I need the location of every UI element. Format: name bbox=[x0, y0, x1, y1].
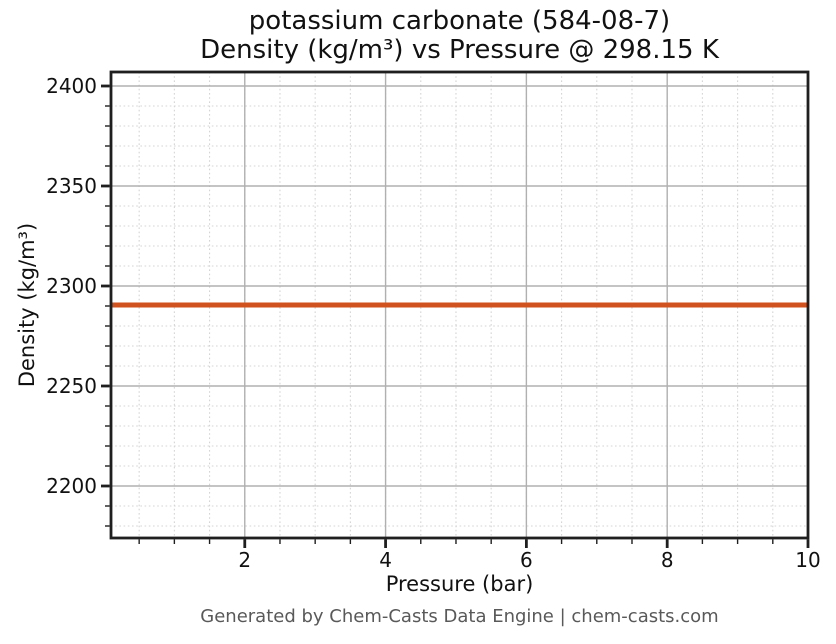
chart-title-line2: Density (kg/m³) vs Pressure @ 298.15 K bbox=[200, 35, 719, 65]
svg-text:2200: 2200 bbox=[46, 474, 97, 498]
svg-text:2: 2 bbox=[238, 548, 251, 572]
svg-text:2400: 2400 bbox=[46, 74, 97, 98]
plot-border bbox=[109, 70, 810, 540]
chart-footer: Generated by Chem-Casts Data Engine | ch… bbox=[200, 606, 719, 627]
y-tick-labels: 2200 2250 2300 2350 2400 bbox=[46, 74, 97, 498]
svg-text:8: 8 bbox=[661, 548, 674, 572]
x-axis-label: Pressure (bar) bbox=[385, 572, 534, 596]
svg-text:10: 10 bbox=[795, 548, 820, 572]
svg-text:2300: 2300 bbox=[46, 274, 97, 298]
chart-title: potassium carbonate (584-08-7) Density (… bbox=[111, 7, 808, 65]
axis-ticks bbox=[101, 84, 810, 548]
chart-title-line1: potassium carbonate (584-08-7) bbox=[248, 6, 671, 36]
x-tick-labels: 2 4 6 8 10 bbox=[238, 548, 820, 572]
y-axis-label: Density (kg/m³) bbox=[15, 222, 39, 388]
svg-text:4: 4 bbox=[379, 548, 392, 572]
svg-text:2350: 2350 bbox=[46, 174, 97, 198]
svg-text:2250: 2250 bbox=[46, 374, 97, 398]
svg-text:6: 6 bbox=[520, 548, 533, 572]
